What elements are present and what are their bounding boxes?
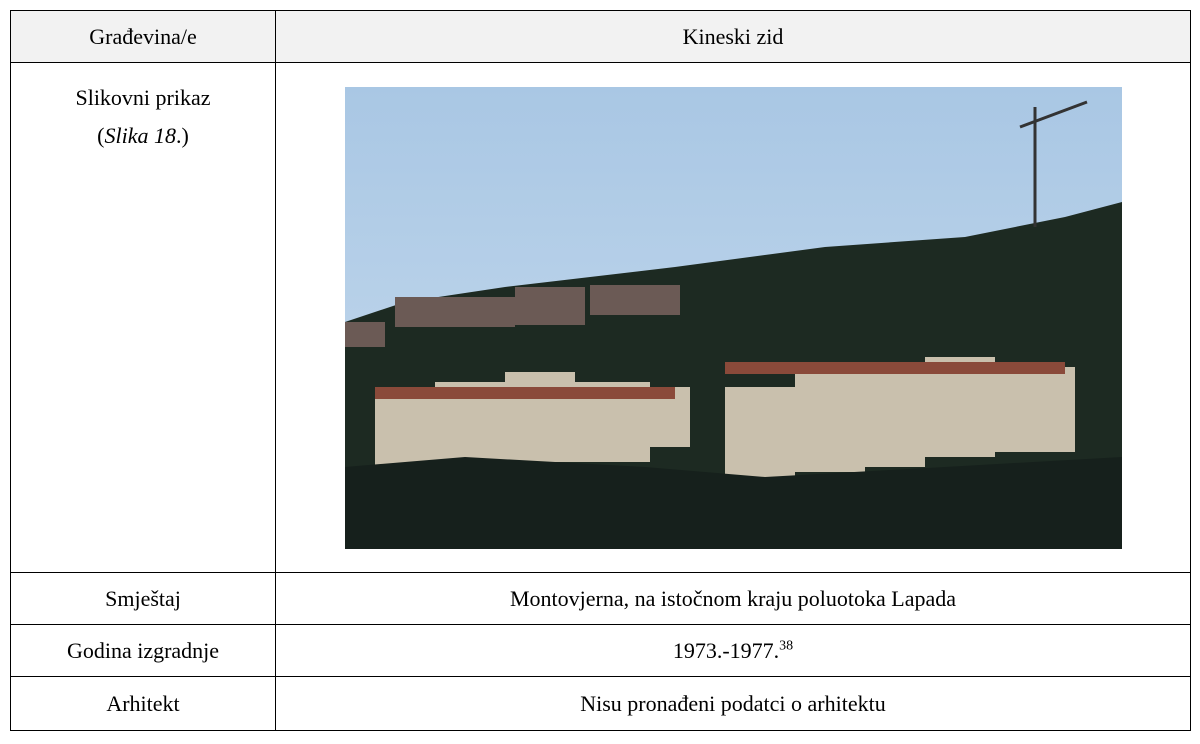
label: Smještaj (105, 586, 181, 612)
value-cell: Montovjerna, na istočnom kraju poluotoka… (275, 572, 1191, 625)
label: Slikovni prikaz (11, 79, 275, 117)
caption: (Slika 18.) (11, 117, 275, 155)
footnote: 38 (779, 638, 793, 653)
image-cell (275, 62, 1191, 573)
label-cell: Smještaj (10, 572, 276, 625)
label-cell: Slikovni prikaz (Slika 18.) (10, 62, 276, 573)
value: Nisu pronađeni podatci o arhitektu (580, 691, 885, 717)
paren: ( (97, 123, 104, 148)
value-cell: Nisu pronađeni podatci o arhitektu (275, 676, 1191, 731)
label: Godina izgradnje (67, 638, 219, 664)
photo (345, 87, 1122, 549)
value: 1973.-1977.38 (673, 638, 793, 664)
label-cell: Arhitekt (10, 676, 276, 731)
value-cell: 1973.-1977.38 (275, 624, 1191, 677)
label: Arhitekt (106, 691, 179, 717)
page: Građevina/e Kineski zid Slikovni prikaz … (0, 0, 1200, 744)
label: Građevina/e (89, 24, 197, 50)
label-cell: Građevina/e (10, 10, 276, 63)
ref: Slika 18 (105, 123, 177, 148)
value: Montovjerna, na istočnom kraju poluotoka… (510, 586, 956, 612)
year: 1973.-1977. (673, 638, 779, 663)
value: Kineski zid (683, 24, 784, 50)
paren: .) (176, 123, 189, 148)
label-cell: Godina izgradnje (10, 624, 276, 677)
value-cell: Kineski zid (275, 10, 1191, 63)
